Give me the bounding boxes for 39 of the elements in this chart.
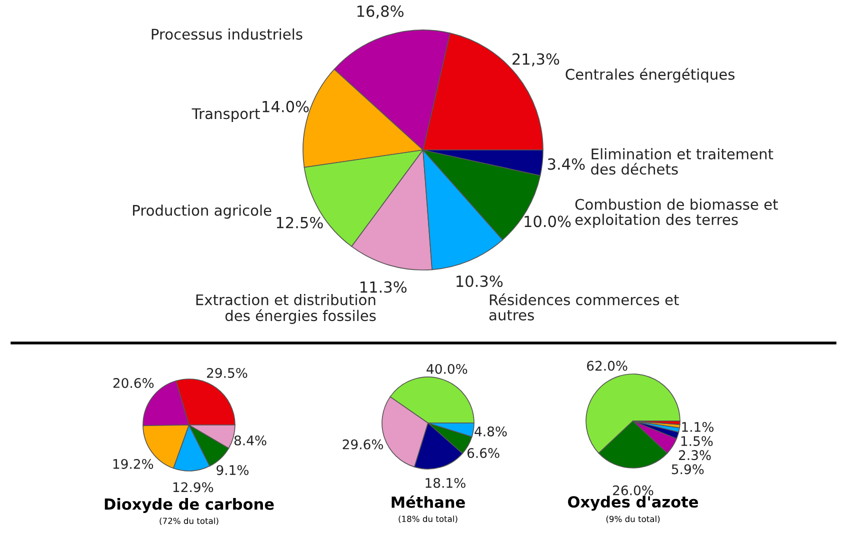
text: (9% du total) — [606, 516, 660, 524]
data-label: 14.0% — [262, 100, 309, 112]
data-label: 16,8% — [357, 5, 404, 19]
data-label: 1.5% — [681, 436, 713, 446]
data-label: 12.9% — [173, 482, 214, 492]
data-label: 4.8% — [474, 426, 507, 436]
slice-label: Extraction et distribution des énergies fossiles — [196, 294, 376, 324]
data-label: 19.2% — [113, 458, 154, 469]
data-label: 21,3% — [512, 53, 560, 66]
data-label: 8.4% — [234, 435, 266, 446]
data-label: 18.1% — [426, 478, 466, 488]
data-label: 20.6% — [113, 378, 154, 388]
slice-label: Centrales énergétiques — [566, 68, 735, 83]
slice-label: Production agricole — [133, 204, 272, 219]
data-label: 26.0% — [613, 485, 654, 496]
data-label: 9.1% — [216, 465, 249, 476]
data-label: 11.3% — [360, 281, 407, 293]
data-label: 62.0% — [587, 360, 628, 371]
slice-label: Résidences commerces et autres — [489, 293, 679, 321]
slice-label: Transport — [192, 108, 260, 122]
data-label: 10.0% — [524, 216, 571, 228]
data-label: 6.6% — [467, 448, 500, 458]
data-label: 1.1% — [682, 422, 714, 432]
data-label: 10.3% — [456, 275, 503, 288]
slice-label: Processus industriels — [152, 28, 302, 40]
data-label: 3.4% — [548, 158, 585, 170]
text: Oxydes d'azote — [568, 496, 698, 511]
data-label: 29.5% — [206, 368, 248, 378]
slice-label: Combustion de biomasse et exploitation des terres — [575, 198, 778, 228]
slice-label: Elimination et traitement des déchets — [591, 148, 774, 175]
data-label: 5.9% — [672, 464, 704, 474]
data-label: 12.5% — [276, 216, 323, 228]
data-label: 2.3% — [678, 450, 711, 460]
text: (18% du total) — [398, 516, 458, 523]
data-label: 29.6% — [342, 439, 384, 450]
text: Dioxyde de carbone — [104, 498, 274, 513]
data-label: 40.0% — [426, 364, 468, 374]
text: (72% du total) — [160, 518, 218, 525]
text: Méthane — [392, 495, 465, 508]
